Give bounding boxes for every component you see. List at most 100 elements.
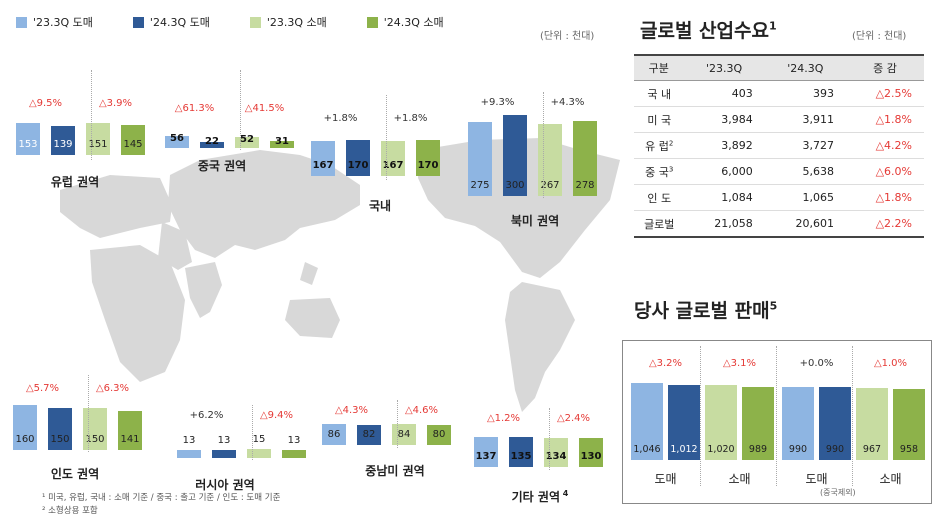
cell-24: 5,638 [764,158,846,185]
cell-24: 20,601 [764,210,846,238]
cell-23: 21,058 [683,210,765,238]
legend: '23.3Q 도매 '24.3Q 도매 '23.3Q 소매 '24.3Q 소매 [16,14,484,30]
footnote-1: ¹ 미국, 유럽, 국내 : 소매 기준 / 중국 : 출고 기준 / 인도 :… [42,493,281,503]
bar-value-label: 170 [417,160,439,171]
change-label: △2.4% [556,413,591,424]
bar-value-label: 275 [470,180,490,191]
sales-value-label: 990 [788,444,808,455]
sales-change-label: △1.0% [873,358,908,369]
legend-swatch [249,16,261,28]
cell-24: 1,065 [764,184,846,211]
group-separator [240,70,241,150]
change-label: △1.2% [486,413,521,424]
region-title: 유럽 권역 [50,175,100,189]
sales-value-label: 958 [899,444,919,455]
table-header: '24.3Q [764,54,846,81]
chart-bar [247,448,271,458]
chart-bar [381,140,405,176]
group-separator [543,92,544,198]
chart-bar [165,136,189,148]
bar-value-label: 151 [88,139,108,150]
chart-bar [544,437,568,467]
region-title: 기타 권역 4 [511,489,569,504]
change-label: +1.8% [393,113,428,124]
table-header: 구분 [634,54,684,81]
group-separator [252,405,253,460]
bar-value-label: 167 [382,160,404,171]
cell-change: △2.5% [846,80,924,107]
bar-value-label: 13 [287,434,301,446]
chart-bar [51,125,75,155]
legend-label: '23.3Q 소매 [266,16,327,29]
cell-23: 3,984 [683,106,765,133]
cell-change: △6.0% [846,158,924,185]
legend-label: '24.3Q 도매 [149,16,210,29]
cell-23: 3,892 [683,132,765,159]
bar-value-label: 150 [50,434,70,445]
sales-bar [782,386,814,460]
chart-bar [282,449,306,458]
chart-bar [83,408,107,450]
sales-separator [700,346,701,486]
sales-bar [893,389,925,460]
bar-value-label: 31 [275,135,289,147]
bar-value-label: 137 [475,451,497,462]
unit-label-right: (단위 : 천대) [852,31,907,42]
bar-value-label: 13 [217,434,231,446]
change-label: △3.9% [98,98,133,109]
region-title: 국내 [368,199,392,213]
change-label: △9.5% [28,98,63,109]
bar-value-label: 160 [15,434,35,445]
bar-value-label: 300 [505,180,525,191]
group-separator [397,400,398,448]
legend-label: '24.3Q 소매 [383,16,444,29]
chart-bar [86,123,110,155]
chart-bar [212,449,236,458]
region-title: 중남미 권역 [365,464,425,478]
cell-change: △4.2% [846,132,924,159]
chart-bar [48,408,72,450]
bar-value-label: 139 [53,139,73,150]
sales-bar [819,386,851,460]
region-title: 러시아 권역 [195,478,255,492]
region-title: 인도 권역 [50,467,100,481]
sales-note: (중국제외) [820,488,856,497]
row-label: 글로벌 [634,210,684,238]
bar-value-label: 84 [397,429,411,440]
legend-item: '24.3Q 소매 [366,14,444,30]
sales-group-label: 소매 [879,472,902,486]
chart-bar [322,423,346,445]
group-separator [91,70,92,160]
region-title-sup: 4 [559,489,569,498]
sales-bar [856,388,888,460]
chart-bar [235,137,259,148]
footnote-2: ² 소형상용 포함 [42,506,98,516]
chart-bar [579,438,603,467]
bar-value-label: 135 [510,451,532,462]
bar-value-label: 80 [432,429,446,440]
chart-bar [311,140,335,176]
region-title: 중국 권역 [197,159,247,173]
chart-bar [270,141,294,148]
bar-value-label: 153 [18,139,38,150]
table-row: 인 도 1,084 1,065 △1.8% [634,184,924,211]
chart-bar [538,123,562,196]
change-label: △4.6% [404,405,439,416]
chart-bar [392,424,416,445]
chart-bar [121,124,145,155]
bar-value-label: 86 [327,429,341,440]
cell-change: △2.2% [846,210,924,238]
sales-change-label: △3.2% [648,358,683,369]
chart-bar [503,115,527,196]
bar-value-label: 134 [545,451,567,462]
group-separator [549,408,550,470]
group-separator [386,95,387,180]
row-label-sup: 3 [668,164,674,173]
bar-value-label: 167 [312,160,334,171]
cell-24: 3,727 [764,132,846,159]
sales-value-label: 989 [748,444,768,455]
sales-group-label: 도매 [805,472,828,486]
sales-title: 당사 글로벌 판매5 [634,299,778,322]
legend-item: '24.3Q 도매 [132,14,210,30]
